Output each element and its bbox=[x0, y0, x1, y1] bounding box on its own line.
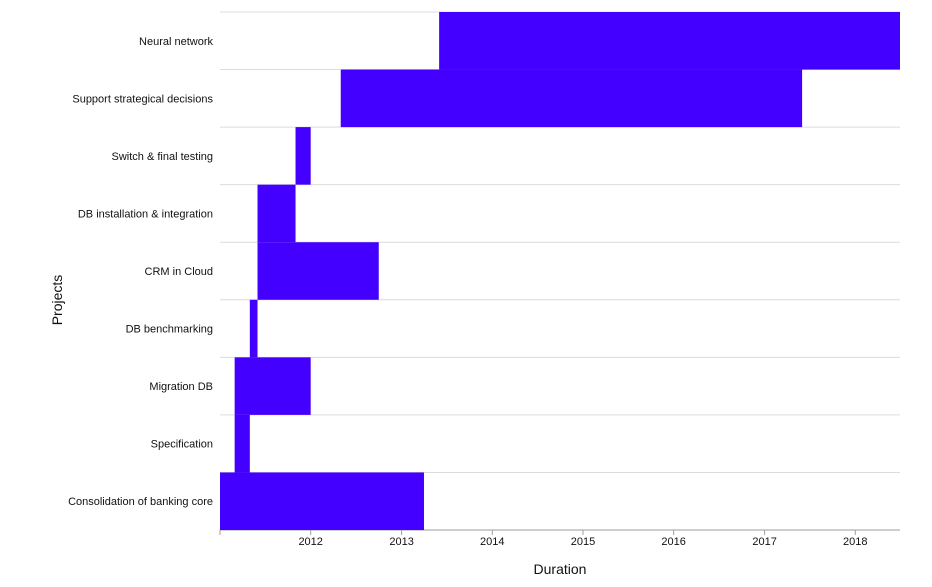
x-tick-label: 2017 bbox=[752, 536, 776, 548]
category-label: CRM in Cloud bbox=[145, 266, 213, 278]
task-bar bbox=[295, 127, 311, 185]
x-tick-label: 2014 bbox=[480, 536, 504, 548]
category-label: Support strategical decisions bbox=[72, 93, 213, 105]
x-tick-label: 2013 bbox=[389, 536, 413, 548]
x-axis-title: Duration bbox=[534, 561, 587, 577]
task-bar bbox=[234, 357, 311, 415]
bars bbox=[220, 12, 900, 530]
task-bar bbox=[234, 414, 250, 473]
x-tick-label: 2015 bbox=[571, 536, 595, 548]
category-label: Consolidation of banking core bbox=[68, 496, 213, 508]
category-label: DB installation & integration bbox=[78, 208, 213, 220]
task-bar bbox=[249, 299, 258, 358]
category-label: DB benchmarking bbox=[126, 324, 213, 336]
category-label: Specification bbox=[151, 439, 213, 451]
category-label: Switch & final testing bbox=[112, 151, 214, 163]
x-tick-label: 2012 bbox=[298, 536, 322, 548]
task-bar bbox=[220, 472, 424, 530]
task-bar bbox=[257, 184, 296, 243]
y-axis-title: Projects bbox=[49, 275, 65, 326]
task-bar bbox=[439, 12, 900, 70]
category-label: Migration DB bbox=[149, 381, 213, 393]
x-tick-label: 2018 bbox=[843, 536, 867, 548]
x-axis: 2012 2013 2014 2015 2016 2017 2018 bbox=[219, 530, 868, 548]
task-bar bbox=[340, 69, 803, 128]
category-label: Neural network bbox=[139, 36, 213, 48]
task-bar bbox=[257, 242, 379, 300]
category-labels: Neural network Support strategical decisi… bbox=[68, 36, 213, 508]
x-tick-label: 2016 bbox=[661, 536, 685, 548]
